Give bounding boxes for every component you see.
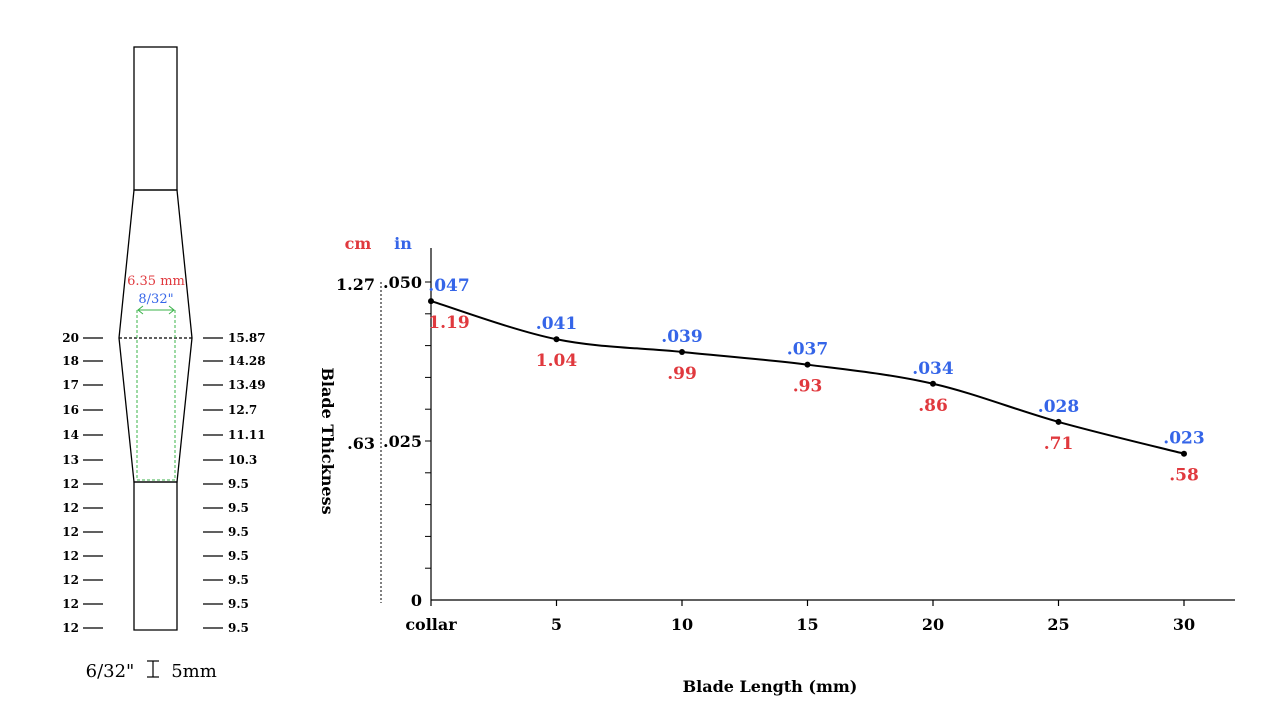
blade-collar-section xyxy=(133,46,178,191)
y-cm-tick-labels: .63 1.27 xyxy=(336,275,375,453)
left-scale-label: 14 xyxy=(62,428,79,442)
y-cm-tick-label: .63 xyxy=(347,434,375,453)
data-point xyxy=(930,380,936,387)
data-label-cm: .71 xyxy=(1044,434,1074,454)
legend-scale-icon xyxy=(147,660,159,678)
data-label-cm: 1.04 xyxy=(536,351,578,371)
left-scale-label: 12 xyxy=(62,621,79,635)
data-label-in: .039 xyxy=(661,327,702,347)
right-scale-label: 9.5 xyxy=(228,573,249,587)
y-in-tick-label: 0 xyxy=(411,591,422,610)
x-axis-title: Blade Length (mm) xyxy=(683,677,858,696)
data-label-in: .037 xyxy=(787,340,828,360)
data-label-in: .047 xyxy=(428,276,469,296)
width-arrow-head-left xyxy=(137,305,144,315)
data-label-cm: .86 xyxy=(918,396,948,416)
data-point xyxy=(1181,450,1187,457)
blade-taper-section xyxy=(118,189,193,483)
y-in-tick-label: .025 xyxy=(383,432,422,451)
right-scale-label: 9.5 xyxy=(228,477,249,491)
x-tick-label: collar xyxy=(405,615,457,634)
legend-mm-label: 5mm xyxy=(171,661,217,682)
x-tick-label: 25 xyxy=(1047,615,1069,634)
data-label-cm: 1.19 xyxy=(428,313,469,333)
right-scale-label: 13.49 xyxy=(228,378,266,392)
width-arrow xyxy=(137,305,175,315)
right-scale-label: 9.5 xyxy=(228,549,249,563)
data-points xyxy=(428,298,1187,457)
left-scale-label: 12 xyxy=(62,501,79,515)
data-point xyxy=(679,348,685,355)
left-scale-label: 13 xyxy=(62,453,79,467)
data-point xyxy=(553,336,560,343)
right-scale-label: 9.5 xyxy=(228,525,249,539)
x-tick-label: 30 xyxy=(1173,615,1195,634)
width-mm-label: 6.35 mm xyxy=(127,274,185,289)
left-scale-label: 18 xyxy=(62,354,79,368)
left-scale: 20 18 17 16 14 13 12 12 12 12 12 12 12 xyxy=(62,331,103,635)
left-scale-label: 12 xyxy=(62,597,79,611)
y-cm-tick-label: 1.27 xyxy=(336,275,375,294)
x-ticks xyxy=(430,600,1185,606)
data-label-cm: .99 xyxy=(667,364,697,384)
left-scale-label: 17 xyxy=(62,378,79,392)
left-scale-label: 12 xyxy=(62,525,79,539)
right-scale: 15.87 14.28 13.49 12.7 11.11 10.3 9.5 9.5 9.5 9.5… xyxy=(203,331,266,635)
right-scale-label: 15.87 xyxy=(228,331,266,345)
right-scale-label: 11.11 xyxy=(228,428,266,442)
width-in-label: 8/32" xyxy=(138,292,173,307)
unit-cm-label: cm xyxy=(345,234,372,253)
data-label-in: .034 xyxy=(912,359,954,379)
x-tick-label: 20 xyxy=(922,615,944,634)
blade-inner-guides xyxy=(136,310,176,481)
blade-diagram xyxy=(118,46,193,631)
left-scale-label: 16 xyxy=(62,403,79,417)
y-in-tick-labels: 0 .025 .050 xyxy=(383,273,422,610)
right-scale-label: 10.3 xyxy=(228,453,257,467)
data-labels-in: .047 .041 .039 .037 .034 .028 .023 xyxy=(428,276,1204,449)
right-scale-label: 9.5 xyxy=(228,597,249,611)
data-label-in: .041 xyxy=(536,314,577,334)
right-scale-label: 12.7 xyxy=(228,403,257,417)
x-tick-labels: collar 5 10 15 20 25 30 xyxy=(405,615,1195,634)
left-scale-label: 12 xyxy=(62,549,79,563)
left-scale-label: 12 xyxy=(62,477,79,491)
x-tick-label: 15 xyxy=(796,615,818,634)
unit-in-label: in xyxy=(394,234,412,253)
data-label-in: .023 xyxy=(1163,429,1204,449)
thickness-chart: collar 5 10 15 20 25 30 0 .025 .050 .63 1.27 cm i… xyxy=(318,234,1235,696)
y-in-tick-label: .050 xyxy=(383,273,422,292)
data-label-cm: .93 xyxy=(793,377,823,397)
data-label-cm: .58 xyxy=(1169,466,1199,486)
x-tick-label: 10 xyxy=(671,615,693,634)
data-labels-cm: 1.19 1.04 .99 .93 .86 .71 .58 xyxy=(428,313,1198,486)
data-point xyxy=(804,361,811,368)
legend-inch-label: 6/32" xyxy=(86,661,135,682)
width-arrow-head-right xyxy=(168,305,175,315)
left-scale-label: 12 xyxy=(62,573,79,587)
y-minor-ticks xyxy=(425,281,431,569)
x-tick-label: 5 xyxy=(551,615,562,634)
right-scale-label: 9.5 xyxy=(228,621,249,635)
right-scale-label: 9.5 xyxy=(228,501,249,515)
data-label-in: .028 xyxy=(1038,397,1079,417)
blade-tip-section xyxy=(133,481,178,631)
right-scale-label: 14.28 xyxy=(228,354,266,368)
data-point xyxy=(1055,418,1062,425)
left-scale-label: 20 xyxy=(62,331,79,345)
data-point xyxy=(428,298,434,305)
y-axis-title: Blade Thickness xyxy=(318,367,337,514)
